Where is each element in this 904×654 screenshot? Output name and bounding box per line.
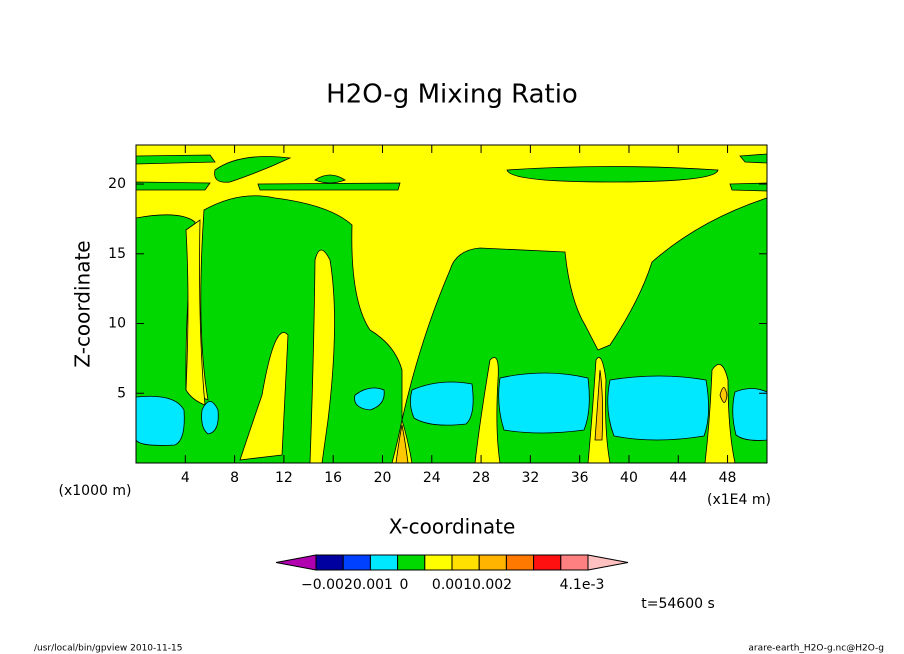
contour-region: [239, 332, 289, 461]
contour-region: [498, 372, 590, 434]
y-unit: (x1000 m): [59, 483, 132, 499]
x-tick-label: 24: [423, 470, 441, 486]
x-tick-label: 48: [719, 470, 737, 486]
x-tick-label: 36: [571, 470, 589, 486]
colorbar-label: −0.0020.001: [301, 577, 393, 593]
contour-region: [257, 182, 401, 191]
y-tick-label: 5: [117, 385, 126, 401]
colorbar-box: [505, 554, 535, 571]
contour-region: [214, 156, 292, 183]
x-tick-label: 16: [324, 470, 342, 486]
x-tick-label: 44: [669, 470, 687, 486]
footer-left: /usr/local/bin/gpview 2010-11-15: [34, 644, 182, 654]
contour-region: [719, 387, 728, 403]
colorbar-box: [315, 554, 344, 571]
colorbar-label: 4.1e-3: [560, 577, 605, 593]
x-tick-label: 12: [275, 470, 293, 486]
contour-region: [354, 387, 385, 411]
colorbar-box: [369, 554, 399, 571]
contour-region: [135, 181, 211, 191]
footer-right: arare-earth_H2O-g.nc@H2O-g: [748, 644, 884, 654]
contour-region: [201, 401, 219, 435]
x-axis-label: X-coordinate: [389, 515, 516, 539]
y-tick-label: 15: [108, 246, 126, 262]
contour-region: [704, 363, 736, 464]
contour-region: [185, 219, 206, 406]
contour-region: [732, 388, 768, 441]
x-tick-label: 4: [181, 470, 190, 486]
contour-region: [314, 174, 346, 184]
colorbar: [275, 554, 629, 571]
colorbar-box: [342, 554, 371, 571]
colorbar-box: [451, 554, 480, 571]
contour-region: [309, 249, 335, 464]
colorbar-box: [424, 554, 453, 571]
contour-region: [135, 154, 216, 165]
x-tick-label: 32: [521, 470, 539, 486]
annotation: t=54600 s: [641, 596, 715, 612]
colorbar-extend: [275, 554, 317, 571]
colorbar-box: [397, 554, 426, 571]
colorbar-label: 0: [400, 577, 409, 593]
contour-region: [474, 357, 501, 464]
colorbar-extend: [587, 554, 629, 571]
contour-region: [395, 424, 409, 464]
colorbar-box: [560, 554, 589, 571]
contour-region: [506, 166, 719, 183]
contour-region: [594, 369, 604, 441]
contour-region: [607, 375, 709, 441]
x-unit: (x1E4 m): [707, 492, 771, 508]
contour-field: [135, 144, 768, 464]
y-axis-label: Z-coordinate: [71, 240, 95, 367]
plot-frame: [135, 144, 768, 464]
x-tick-label: 28: [472, 470, 490, 486]
y-tick-label: 10: [108, 316, 126, 332]
contour-region: [135, 395, 185, 446]
y-tick-label: 20: [108, 176, 126, 192]
chart-title: H2O-g Mixing Ratio: [326, 80, 578, 110]
contour-region: [410, 381, 474, 426]
colorbar-box: [533, 554, 562, 571]
x-tick-label: 40: [620, 470, 638, 486]
x-tick-label: 8: [230, 470, 239, 486]
x-tick-label: 20: [374, 470, 392, 486]
colorbar-box: [478, 554, 507, 571]
colorbar-label: 0.0010.002: [432, 577, 512, 593]
